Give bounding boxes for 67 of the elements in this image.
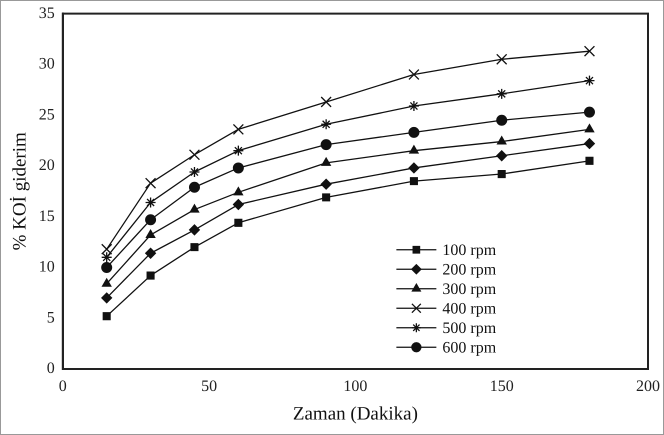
point — [584, 138, 595, 150]
x-axis-title: Zaman (Dakika) — [292, 404, 418, 425]
y-tick-label: 0 — [46, 360, 55, 378]
point — [232, 199, 244, 210]
legend-label: 300 rpm — [442, 280, 497, 298]
point — [102, 312, 111, 320]
y-tick-label: 25 — [38, 106, 55, 124]
point — [408, 100, 420, 112]
point — [232, 124, 244, 135]
point — [145, 214, 156, 226]
x-tick-label: 50 — [201, 378, 218, 395]
point — [496, 150, 508, 162]
point — [144, 196, 156, 208]
point — [232, 145, 244, 156]
point — [234, 218, 242, 227]
point — [410, 177, 418, 186]
point — [322, 193, 330, 202]
y-tick-label: 20 — [38, 157, 55, 174]
y-tick-label: 35 — [38, 4, 55, 22]
point — [232, 162, 244, 174]
point — [584, 124, 594, 132]
point — [188, 224, 200, 236]
point — [188, 149, 200, 160]
legend-label: 200 rpm — [442, 261, 497, 278]
point — [320, 178, 332, 190]
point — [188, 182, 200, 193]
point — [146, 229, 156, 238]
legend-label: 500 rpm — [442, 320, 497, 337]
point — [584, 46, 596, 57]
point — [320, 139, 332, 150]
point — [146, 272, 155, 280]
x-tick-label: 100 — [343, 378, 368, 395]
point — [102, 278, 112, 287]
point — [496, 136, 507, 145]
point — [321, 157, 331, 166]
point — [188, 166, 200, 178]
point — [190, 204, 200, 213]
legend-label: 400 rpm — [442, 300, 497, 318]
legend-label: 100 rpm — [442, 242, 497, 259]
point — [496, 88, 508, 100]
y-tick-label: 5 — [46, 309, 55, 326]
point — [234, 186, 244, 196]
point — [408, 68, 420, 80]
point — [190, 243, 199, 252]
point — [496, 54, 508, 65]
y-axis-title: % KOİ giderim — [9, 132, 30, 250]
point — [408, 126, 420, 138]
y-tick-label: 10 — [38, 258, 55, 276]
point — [584, 74, 596, 86]
point — [101, 292, 112, 304]
point — [584, 106, 595, 118]
point — [320, 96, 332, 108]
point — [409, 145, 419, 154]
point — [585, 156, 594, 165]
y-tick-label: 15 — [38, 208, 55, 225]
x-tick-label: 200 — [636, 378, 660, 395]
point — [101, 262, 112, 273]
point — [145, 248, 156, 259]
x-tick-label: 0 — [58, 378, 67, 395]
legend-label: 600 rpm — [442, 339, 497, 356]
point — [496, 114, 508, 126]
point — [408, 162, 420, 174]
y-tick-label: 30 — [38, 56, 55, 73]
point — [498, 170, 506, 178]
point — [320, 118, 332, 130]
x-tick-label: 150 — [490, 378, 514, 395]
point — [144, 178, 156, 189]
